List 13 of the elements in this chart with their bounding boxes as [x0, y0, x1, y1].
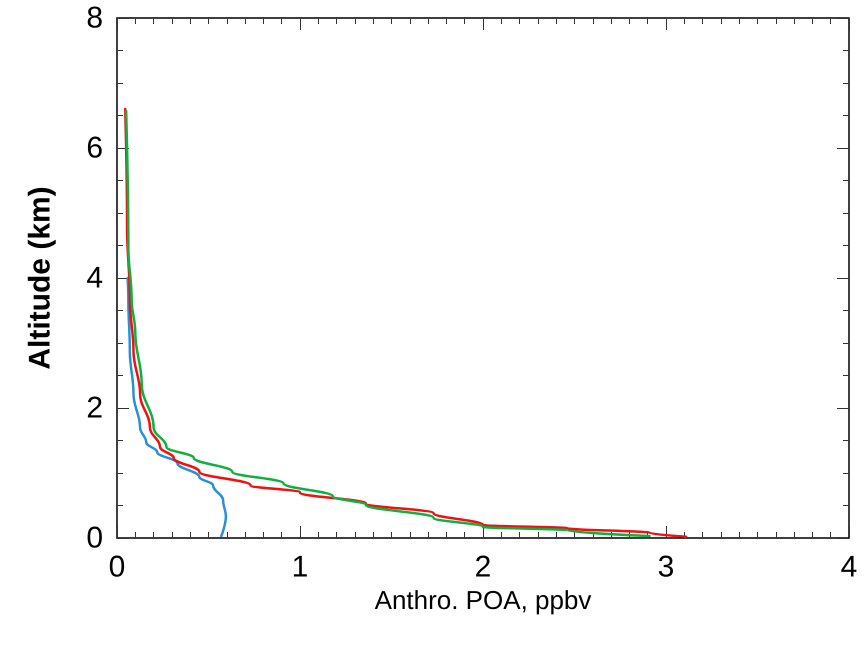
y-tick-label: 4: [86, 262, 103, 294]
y-tick-label: 6: [86, 132, 103, 164]
x-tick-label: 2: [474, 550, 492, 584]
x-tick-label: 0: [108, 550, 126, 584]
line-series: [126, 276, 228, 538]
y-tick-label: 8: [86, 2, 103, 34]
x-tick-label: 1: [292, 550, 308, 584]
y-tick-label: 0: [86, 522, 103, 554]
x-tick-label: 4: [840, 550, 858, 584]
y-axis-title: Altitude (km): [24, 186, 56, 370]
y-tick-label: 2: [86, 392, 103, 424]
x-tick-label: 3: [658, 550, 674, 584]
x-axis-title: Anthro. POA, ppbv: [374, 584, 592, 615]
